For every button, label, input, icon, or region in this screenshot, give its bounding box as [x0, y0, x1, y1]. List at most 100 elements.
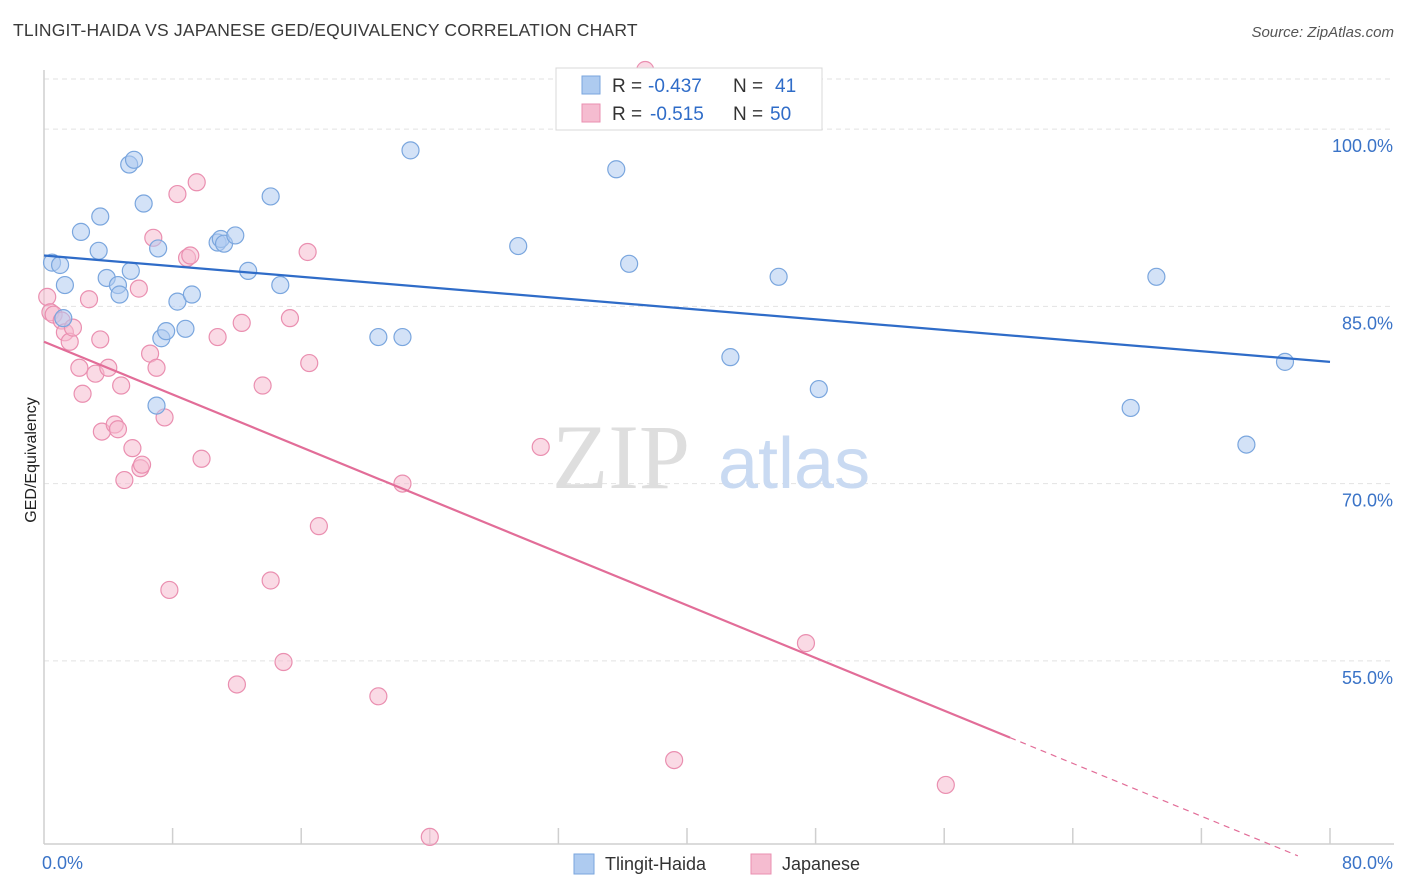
tlingit-haida-point: [393, 327, 412, 347]
japanese-point: [208, 327, 227, 347]
japanese-point: [531, 437, 550, 457]
stats-r-value-1: -0.437: [648, 76, 702, 97]
y-tick-label: 100.0%: [1332, 136, 1393, 156]
japanese-point: [298, 242, 317, 262]
tlingit-haida-point: [1121, 398, 1140, 418]
japanese-point: [261, 571, 280, 590]
japanese-point: [253, 376, 272, 395]
tlingit-haida-point: [1147, 267, 1166, 286]
japanese-point: [420, 827, 439, 847]
y-axis-title: GED/Equivalency: [23, 397, 40, 522]
source-label: Source: ZipAtlas.com: [1251, 24, 1394, 41]
tlingit-haida-point: [226, 226, 245, 245]
watermark-atlas: atlas: [718, 424, 870, 504]
japanese-point: [227, 675, 246, 694]
tlingit-haida-point: [620, 254, 639, 273]
x-tick-label-max: 80.0%: [1342, 853, 1393, 873]
tlingit-haida-point: [157, 322, 176, 341]
tlingit-haida-point: [110, 285, 129, 304]
tlingit-haida-point: [607, 160, 626, 179]
stats-r-label-2: R =: [612, 104, 642, 125]
japanese-point: [38, 287, 57, 306]
japanese-point: [73, 384, 92, 403]
tlingit-haida-point: [168, 292, 187, 311]
tlingit-haida-point: [1275, 352, 1295, 371]
tlingit-haida-point: [147, 396, 166, 415]
tlingit-haida-points: [42, 141, 1295, 454]
japanese-point: [168, 184, 187, 204]
trend-lines: [43, 254, 1331, 857]
legend-swatch-tlingit-haida: [573, 853, 595, 875]
tlingit-haida-point: [509, 236, 528, 256]
japanese-point: [160, 580, 179, 600]
japanese-point: [129, 279, 148, 298]
japanese-trend-line-extension: [1009, 737, 1299, 857]
japanese-point: [300, 353, 319, 373]
tlingit-haida-point: [271, 275, 290, 295]
stats-n-value-1: 41: [775, 76, 796, 97]
tlingit-haida-point: [55, 275, 74, 295]
tlingit-haida-point: [182, 285, 201, 304]
japanese-point: [91, 330, 110, 349]
legend-label-japanese: Japanese: [782, 854, 860, 874]
japanese-point: [115, 470, 134, 490]
tlingit-haida-point: [769, 267, 788, 286]
gridlines: [44, 78, 1394, 662]
watermark: ZIP atlas: [552, 406, 870, 508]
y-tick-label: 85.0%: [1342, 313, 1393, 333]
japanese-trend-line: [43, 340, 1011, 739]
tlingit-haida-point: [401, 141, 420, 160]
tlingit-haida-point: [89, 241, 108, 260]
tlingit-haida-point: [176, 319, 195, 338]
japanese-point: [369, 687, 388, 706]
legend-label-tlingit-haida: Tlingit-Haida: [605, 854, 707, 874]
japanese-point: [280, 309, 300, 328]
y-tick-label: 70.0%: [1342, 491, 1393, 511]
japanese-point: [309, 517, 328, 536]
stats-n-value-2: 50: [770, 104, 791, 125]
stats-swatch-pink: [581, 103, 601, 123]
watermark-zip: ZIP: [552, 406, 690, 508]
stats-n-label-2: N =: [733, 104, 763, 125]
japanese-point: [181, 246, 200, 265]
japanese-point: [192, 449, 211, 468]
stats-n-label-1: N =: [733, 76, 763, 97]
tlingit-haida-point: [809, 379, 828, 399]
tlingit-haida-point: [149, 239, 168, 258]
japanese-point: [796, 634, 816, 653]
legend-swatch-japanese: [750, 853, 772, 875]
tlingit-haida-point: [54, 309, 73, 328]
stats-box: R = -0.437 N = 41 R = -0.515 N = 50: [555, 67, 823, 131]
tlingit-haida-point: [1237, 435, 1256, 454]
tlingit-haida-point: [134, 194, 153, 213]
y-tick-label: 55.0%: [1342, 668, 1393, 688]
tlingit-haida-point: [261, 187, 280, 206]
tlingit-haida-point: [91, 207, 110, 226]
japanese-point: [232, 313, 251, 332]
tlingit-haida-point: [369, 327, 388, 347]
japanese-point: [123, 439, 142, 458]
y-tick-labels: 55.0% 70.0% 85.0% 100.0%: [1332, 136, 1393, 688]
tlingit-haida-point: [124, 150, 144, 169]
japanese-point: [936, 775, 955, 795]
japanese-point: [187, 173, 206, 192]
tlingit-haida-trend-line: [43, 254, 1331, 363]
japanese-point: [665, 751, 684, 770]
stats-r-value-2: -0.515: [650, 104, 704, 125]
tlingit-haida-point: [121, 261, 140, 280]
stats-swatch-blue: [581, 75, 601, 95]
japanese-point: [79, 290, 99, 309]
japanese-point: [274, 652, 293, 672]
tlingit-haida-point: [71, 222, 91, 241]
x-tick-label-min: 0.0%: [42, 853, 83, 873]
legend: Tlingit-Haida Japanese: [573, 853, 860, 875]
japanese-point: [112, 376, 131, 395]
japanese-point: [132, 455, 152, 474]
tlingit-haida-point: [721, 348, 740, 367]
japanese-point: [147, 358, 166, 377]
chart-title: TLINGIT-HAIDA VS JAPANESE GED/EQUIVALENC…: [13, 20, 638, 40]
japanese-point: [70, 358, 89, 377]
tlingit-haida-point: [50, 255, 70, 275]
japanese-point: [108, 420, 128, 439]
